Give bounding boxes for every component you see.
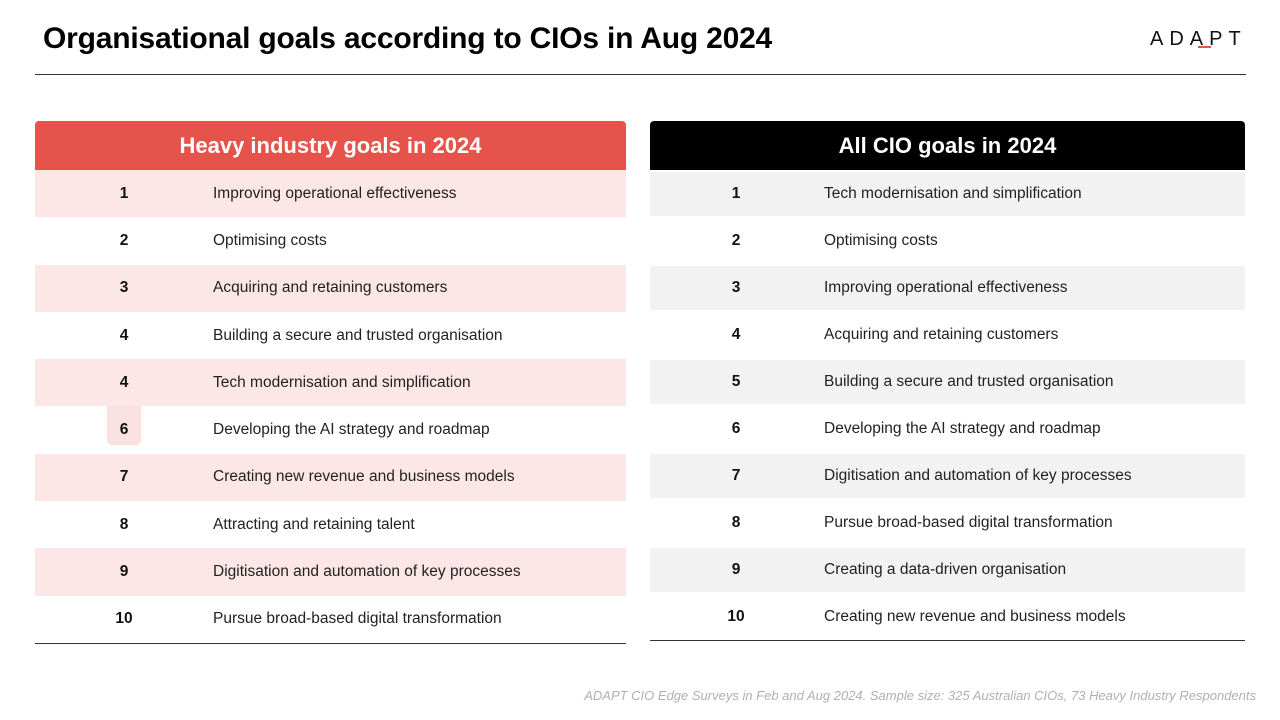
table-row: 9 Creating a data-driven organisation bbox=[650, 547, 1245, 592]
table-bottom-rule bbox=[35, 642, 626, 644]
table-row: 8 Attracting and retaining talent bbox=[35, 501, 626, 548]
table-row: 7 Creating new revenue and business mode… bbox=[35, 453, 626, 502]
rank-cell: 3 bbox=[119, 279, 129, 297]
rank-cell: 6 bbox=[119, 421, 129, 439]
rank-cell: 9 bbox=[731, 560, 741, 578]
rank-cell: 9 bbox=[119, 563, 129, 581]
heavy-industry-goals-table: Heavy industry goals in 2024 1 Improving… bbox=[35, 121, 626, 644]
table-row: 6 Developing the AI strategy and roadmap bbox=[650, 405, 1245, 452]
table-row: 2 Optimising costs bbox=[650, 217, 1245, 264]
table-row: 4 Acquiring and retaining customers bbox=[650, 311, 1245, 358]
goal-cell: Building a secure and trusted organisati… bbox=[824, 372, 1114, 390]
goal-cell: Pursue broad-based digital transformatio… bbox=[824, 513, 1113, 531]
rank-cell: 4 bbox=[119, 373, 129, 391]
rank-cell: 6 bbox=[731, 419, 741, 437]
source-footnote: ADAPT CIO Edge Surveys in Feb and Aug 20… bbox=[584, 688, 1256, 703]
table-row: 4 Building a secure and trusted organisa… bbox=[35, 312, 626, 359]
table-row: 3 Acquiring and retaining customers bbox=[35, 264, 626, 312]
table-row: 3 Improving operational effectiveness bbox=[650, 265, 1245, 310]
rank-cell: 7 bbox=[119, 468, 129, 486]
page-title: Organisational goals according to CIOs i… bbox=[43, 22, 773, 55]
rank-cell: 2 bbox=[731, 231, 741, 249]
all-cio-rows: 1 Tech modernisation and simplification … bbox=[650, 171, 1245, 641]
rank-cell: 1 bbox=[119, 184, 129, 202]
goal-cell: Optimising costs bbox=[213, 231, 327, 249]
goal-cell: Improving operational effectiveness bbox=[213, 184, 457, 202]
table-row: 5 Building a secure and trusted organisa… bbox=[650, 359, 1245, 404]
heavy-industry-rows: 1 Improving operational effectiveness 2 … bbox=[35, 170, 626, 643]
goal-cell: Creating new revenue and business models bbox=[213, 468, 515, 486]
goal-cell: Optimising costs bbox=[824, 231, 938, 249]
goal-cell: Building a secure and trusted organisati… bbox=[213, 326, 503, 344]
table-row: 1 Tech modernisation and simplification bbox=[650, 171, 1245, 216]
table-bottom-rule bbox=[650, 640, 1245, 642]
rank-cell: 3 bbox=[731, 278, 741, 296]
goal-cell: Attracting and retaining talent bbox=[213, 515, 415, 533]
table-row: 2 Optimising costs bbox=[35, 217, 626, 264]
rank-cell: 2 bbox=[119, 231, 129, 249]
rank-cell: 10 bbox=[115, 610, 133, 628]
rank-cell: 4 bbox=[119, 326, 129, 344]
goal-cell: Tech modernisation and simplification bbox=[213, 373, 471, 391]
rank-cell: 4 bbox=[731, 325, 741, 343]
all-cio-goals-table: All CIO goals in 2024 1 Tech modernisati… bbox=[650, 121, 1245, 642]
logo-accent-mark bbox=[1198, 46, 1211, 48]
goal-cell: Pursue broad-based digital transformatio… bbox=[213, 610, 502, 628]
table-row: 6 Developing the AI strategy and roadmap bbox=[35, 406, 626, 453]
table-row: 10 Creating new revenue and business mod… bbox=[650, 593, 1245, 640]
goal-cell: Digitisation and automation of key proce… bbox=[824, 466, 1132, 484]
rank-cell: 7 bbox=[731, 466, 741, 484]
goal-cell: Improving operational effectiveness bbox=[824, 278, 1068, 296]
table-row: 4 Tech modernisation and simplification bbox=[35, 359, 626, 407]
logo-text: ADAPT bbox=[1150, 28, 1247, 50]
table-row: 10 Pursue broad-based digital transforma… bbox=[35, 596, 626, 643]
goal-cell: Acquiring and retaining customers bbox=[824, 325, 1059, 343]
rank-cell: 1 bbox=[731, 184, 741, 202]
table-row: 7 Digitisation and automation of key pro… bbox=[650, 453, 1245, 498]
rank-cell: 8 bbox=[119, 515, 129, 533]
all-cio-header: All CIO goals in 2024 bbox=[650, 121, 1245, 170]
goal-cell: Developing the AI strategy and roadmap bbox=[213, 421, 490, 439]
goal-cell: Acquiring and retaining customers bbox=[213, 279, 448, 297]
table-row: 9 Digitisation and automation of key pro… bbox=[35, 548, 626, 596]
heavy-industry-header: Heavy industry goals in 2024 bbox=[35, 121, 626, 170]
goal-cell: Tech modernisation and simplification bbox=[824, 184, 1082, 202]
table-row: 8 Pursue broad-based digital transformat… bbox=[650, 499, 1245, 546]
rank-cell: 5 bbox=[731, 372, 741, 390]
title-divider bbox=[35, 74, 1246, 75]
goal-cell: Creating new revenue and business models bbox=[824, 607, 1126, 625]
rank-cell: 10 bbox=[727, 607, 745, 625]
goal-cell: Creating a data-driven organisation bbox=[824, 560, 1067, 578]
goal-cell: Developing the AI strategy and roadmap bbox=[824, 419, 1101, 437]
adapt-logo: ADAPT bbox=[1150, 26, 1250, 56]
table-row: 1 Improving operational effectiveness bbox=[35, 170, 626, 218]
rank-cell: 8 bbox=[731, 513, 741, 531]
goal-cell: Digitisation and automation of key proce… bbox=[213, 563, 521, 581]
